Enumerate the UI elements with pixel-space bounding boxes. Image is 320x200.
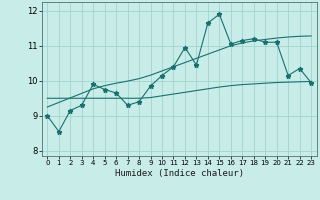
X-axis label: Humidex (Indice chaleur): Humidex (Indice chaleur) (115, 169, 244, 178)
